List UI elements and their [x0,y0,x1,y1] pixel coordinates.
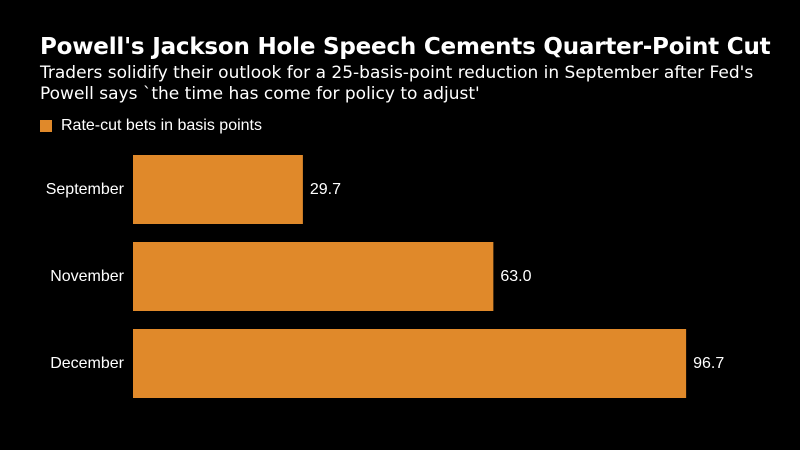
bar-december [133,329,687,398]
chart-title: Powell's Jackson Hole Speech Cements Qua… [40,34,771,60]
category-label-december: December [50,355,124,372]
legend-label: Rate-cut bets in basis points [61,117,262,134]
bar-november [133,242,494,311]
legend-swatch [40,120,52,132]
category-label-september: September [46,181,125,198]
bar-september [133,155,303,224]
chart-subtitle: Traders solidify their outlook for a 25-… [40,63,754,104]
value-label-november: 63.0 [500,268,531,285]
category-label-november: November [50,268,124,285]
value-label-september: 29.7 [310,181,341,198]
legend: Rate-cut bets in basis points [40,117,262,135]
value-label-december: 96.7 [693,355,724,372]
